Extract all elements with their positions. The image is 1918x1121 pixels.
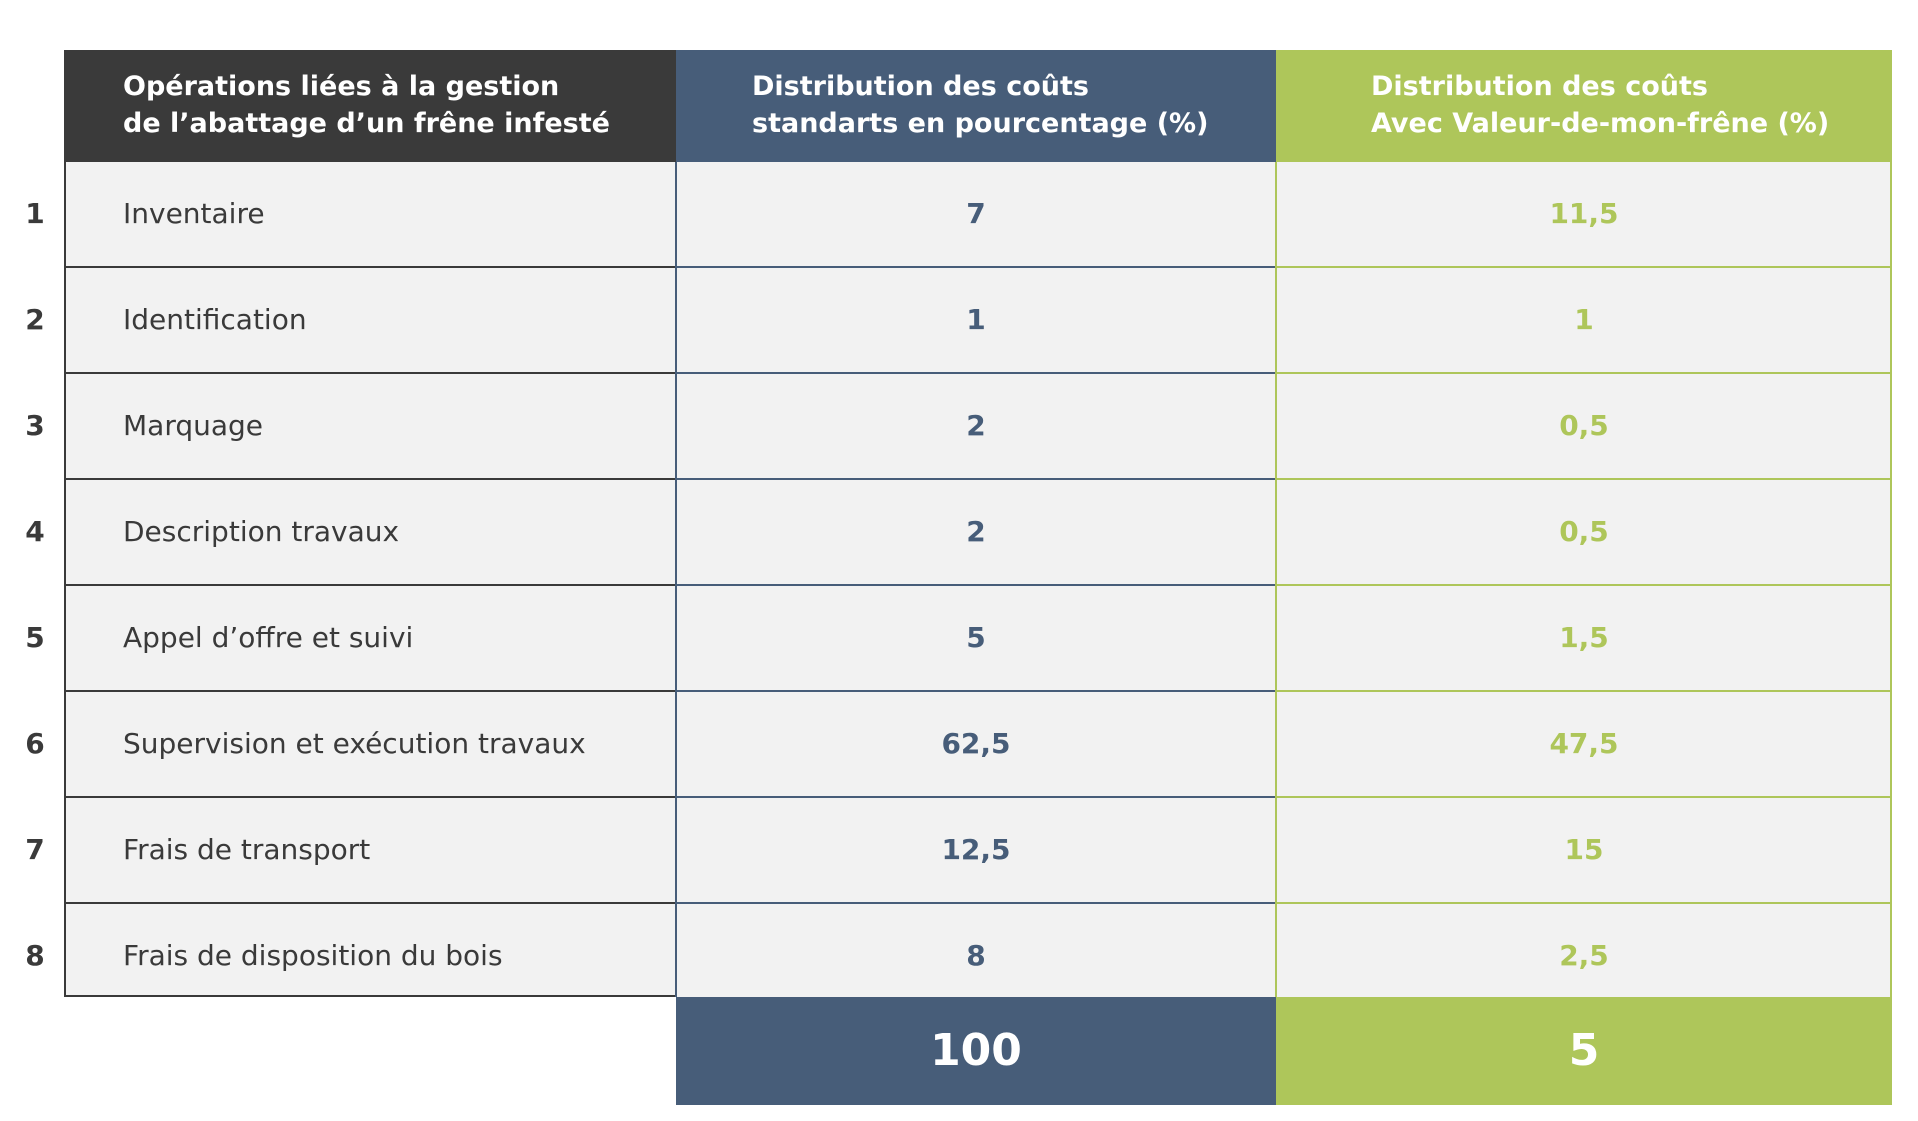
vmf-value-cell: 1 bbox=[1574, 303, 1594, 336]
row-divider bbox=[676, 690, 1276, 692]
operation-cell: Description travaux bbox=[123, 515, 400, 548]
header-vmf: Distribution des coûts Avec Valeur-de-mo… bbox=[1276, 50, 1892, 162]
row-divider bbox=[64, 584, 676, 586]
vmf-value-cell: 11,5 bbox=[1549, 197, 1619, 230]
vmf-value-cell: 0,5 bbox=[1559, 409, 1609, 442]
row-divider bbox=[1276, 584, 1892, 586]
row-divider bbox=[1276, 796, 1892, 798]
row-divider bbox=[676, 266, 1276, 268]
header-vmf-line-2: Avec Valeur-de-mon-frêne (%) bbox=[1371, 108, 1830, 139]
column-divider bbox=[1275, 162, 1277, 997]
row-divider bbox=[676, 478, 1276, 480]
vmf-value-cell: 0,5 bbox=[1559, 515, 1609, 548]
header-operations: Opérations liées à la gestion de l’abatt… bbox=[64, 50, 676, 162]
row-divider bbox=[64, 796, 676, 798]
operation-cell: Frais de transport bbox=[123, 833, 371, 866]
row-divider bbox=[64, 372, 676, 374]
row-number: 1 bbox=[25, 197, 45, 230]
row-divider bbox=[1276, 902, 1892, 904]
column-divider bbox=[1890, 162, 1892, 997]
row-number: 8 bbox=[25, 939, 45, 972]
column-divider bbox=[675, 162, 677, 997]
row-divider bbox=[676, 372, 1276, 374]
operation-cell: Inventaire bbox=[123, 197, 265, 230]
vmf-value-cell: 47,5 bbox=[1549, 727, 1619, 760]
vmf-value-cell: 15 bbox=[1564, 833, 1604, 866]
row-divider bbox=[1276, 372, 1892, 374]
total-standard: 100 bbox=[676, 997, 1276, 1105]
header-standard-line-2: standarts en pourcentage (%) bbox=[752, 108, 1209, 139]
header-operations-line-2: de l’abattage d’un frêne infesté bbox=[123, 108, 610, 139]
operation-cell: Identification bbox=[123, 303, 307, 336]
vmf-value-cell: 1,5 bbox=[1559, 621, 1609, 654]
total-vmf: 5 bbox=[1276, 997, 1892, 1105]
row-number: 7 bbox=[25, 833, 45, 866]
row-divider bbox=[676, 796, 1276, 798]
standard-value-cell: 8 bbox=[966, 939, 986, 972]
row-number: 2 bbox=[25, 303, 45, 336]
standard-value-cell: 5 bbox=[966, 621, 986, 654]
standard-value-cell: 2 bbox=[966, 409, 986, 442]
header-standard-line-1: Distribution des coûts bbox=[752, 71, 1089, 102]
row-number: 5 bbox=[25, 621, 45, 654]
row-number: 3 bbox=[25, 409, 45, 442]
header-operations-line-1: Opérations liées à la gestion bbox=[123, 71, 560, 102]
operation-cell: Appel d’offre et suivi bbox=[123, 621, 414, 654]
row-divider bbox=[64, 902, 676, 904]
row-divider bbox=[64, 266, 676, 268]
row-number: 4 bbox=[25, 515, 45, 548]
column-divider bbox=[64, 162, 66, 997]
standard-value-cell: 1 bbox=[966, 303, 986, 336]
standard-value-cell: 2 bbox=[966, 515, 986, 548]
row-number: 6 bbox=[25, 727, 45, 760]
operation-cell: Frais de disposition du bois bbox=[123, 939, 503, 972]
operation-cell: Supervision et exécution travaux bbox=[123, 727, 586, 760]
row-divider bbox=[1276, 690, 1892, 692]
cost-table-body: Inventaire 7 11,5 Identification 1 1 Marquage 2… bbox=[64, 162, 1892, 997]
row-divider bbox=[64, 690, 676, 692]
row-divider bbox=[64, 478, 676, 480]
row-divider bbox=[1276, 266, 1892, 268]
standard-value-cell: 7 bbox=[966, 197, 986, 230]
vmf-value-cell: 2,5 bbox=[1559, 939, 1609, 972]
standard-value-cell: 12,5 bbox=[941, 833, 1011, 866]
table-bottom-border bbox=[64, 995, 676, 997]
row-divider bbox=[676, 902, 1276, 904]
row-divider bbox=[676, 584, 1276, 586]
standard-value-cell: 62,5 bbox=[941, 727, 1011, 760]
row-divider bbox=[1276, 478, 1892, 480]
operation-cell: Marquage bbox=[123, 409, 264, 442]
header-standard: Distribution des coûts standarts en pour… bbox=[676, 50, 1276, 162]
header-vmf-line-1: Distribution des coûts bbox=[1371, 71, 1708, 102]
